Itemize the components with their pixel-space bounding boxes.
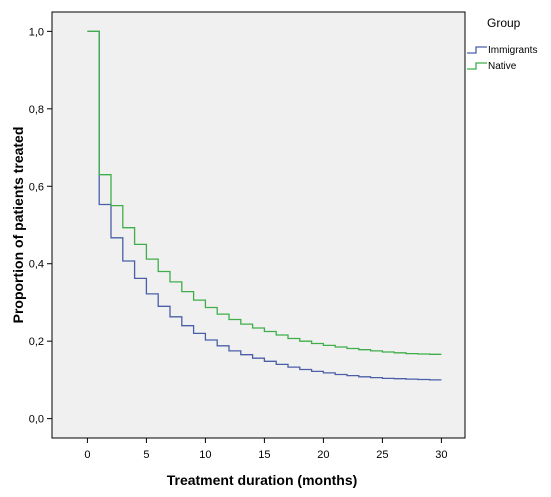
y-tick-label: 0,8 — [29, 104, 44, 116]
y-tick-label: 0,6 — [29, 181, 44, 193]
x-tick-label: 25 — [376, 449, 388, 461]
legend-swatch-immigrants — [467, 46, 487, 54]
legend-label-immigrants: Immigrants — [488, 45, 537, 56]
x-axis: 0 5 10 15 20 25 30 — [84, 438, 448, 461]
x-tick-label: 5 — [143, 449, 149, 461]
x-tick-label: 10 — [199, 449, 211, 461]
plot-area — [51, 11, 466, 439]
series-line-native — [87, 30, 442, 355]
legend-swatch-native — [467, 62, 487, 70]
x-tick-label: 30 — [435, 449, 447, 461]
x-tick-label: 20 — [317, 449, 329, 461]
legend: Group Immigrants Native — [467, 16, 537, 72]
x-tick-label: 0 — [84, 449, 90, 461]
y-tick-label: 1,0 — [29, 26, 44, 38]
series-line-immigrants — [87, 30, 442, 381]
y-tick-label: 0,2 — [29, 336, 44, 348]
legend-label-native: Native — [488, 61, 517, 72]
y-tick-label: 0,4 — [29, 259, 44, 271]
y-axis: 0,0 0,2 0,4 0,6 0,8 1,0 — [29, 26, 52, 426]
x-tick-label: 15 — [258, 449, 270, 461]
x-axis-title: Treatment duration (months) — [167, 472, 358, 488]
y-tick-label: 0,0 — [29, 414, 44, 426]
series-layer — [87, 30, 442, 381]
y-axis-title: Proportion of patients treated — [10, 127, 26, 324]
legend-title: Group — [487, 16, 521, 30]
